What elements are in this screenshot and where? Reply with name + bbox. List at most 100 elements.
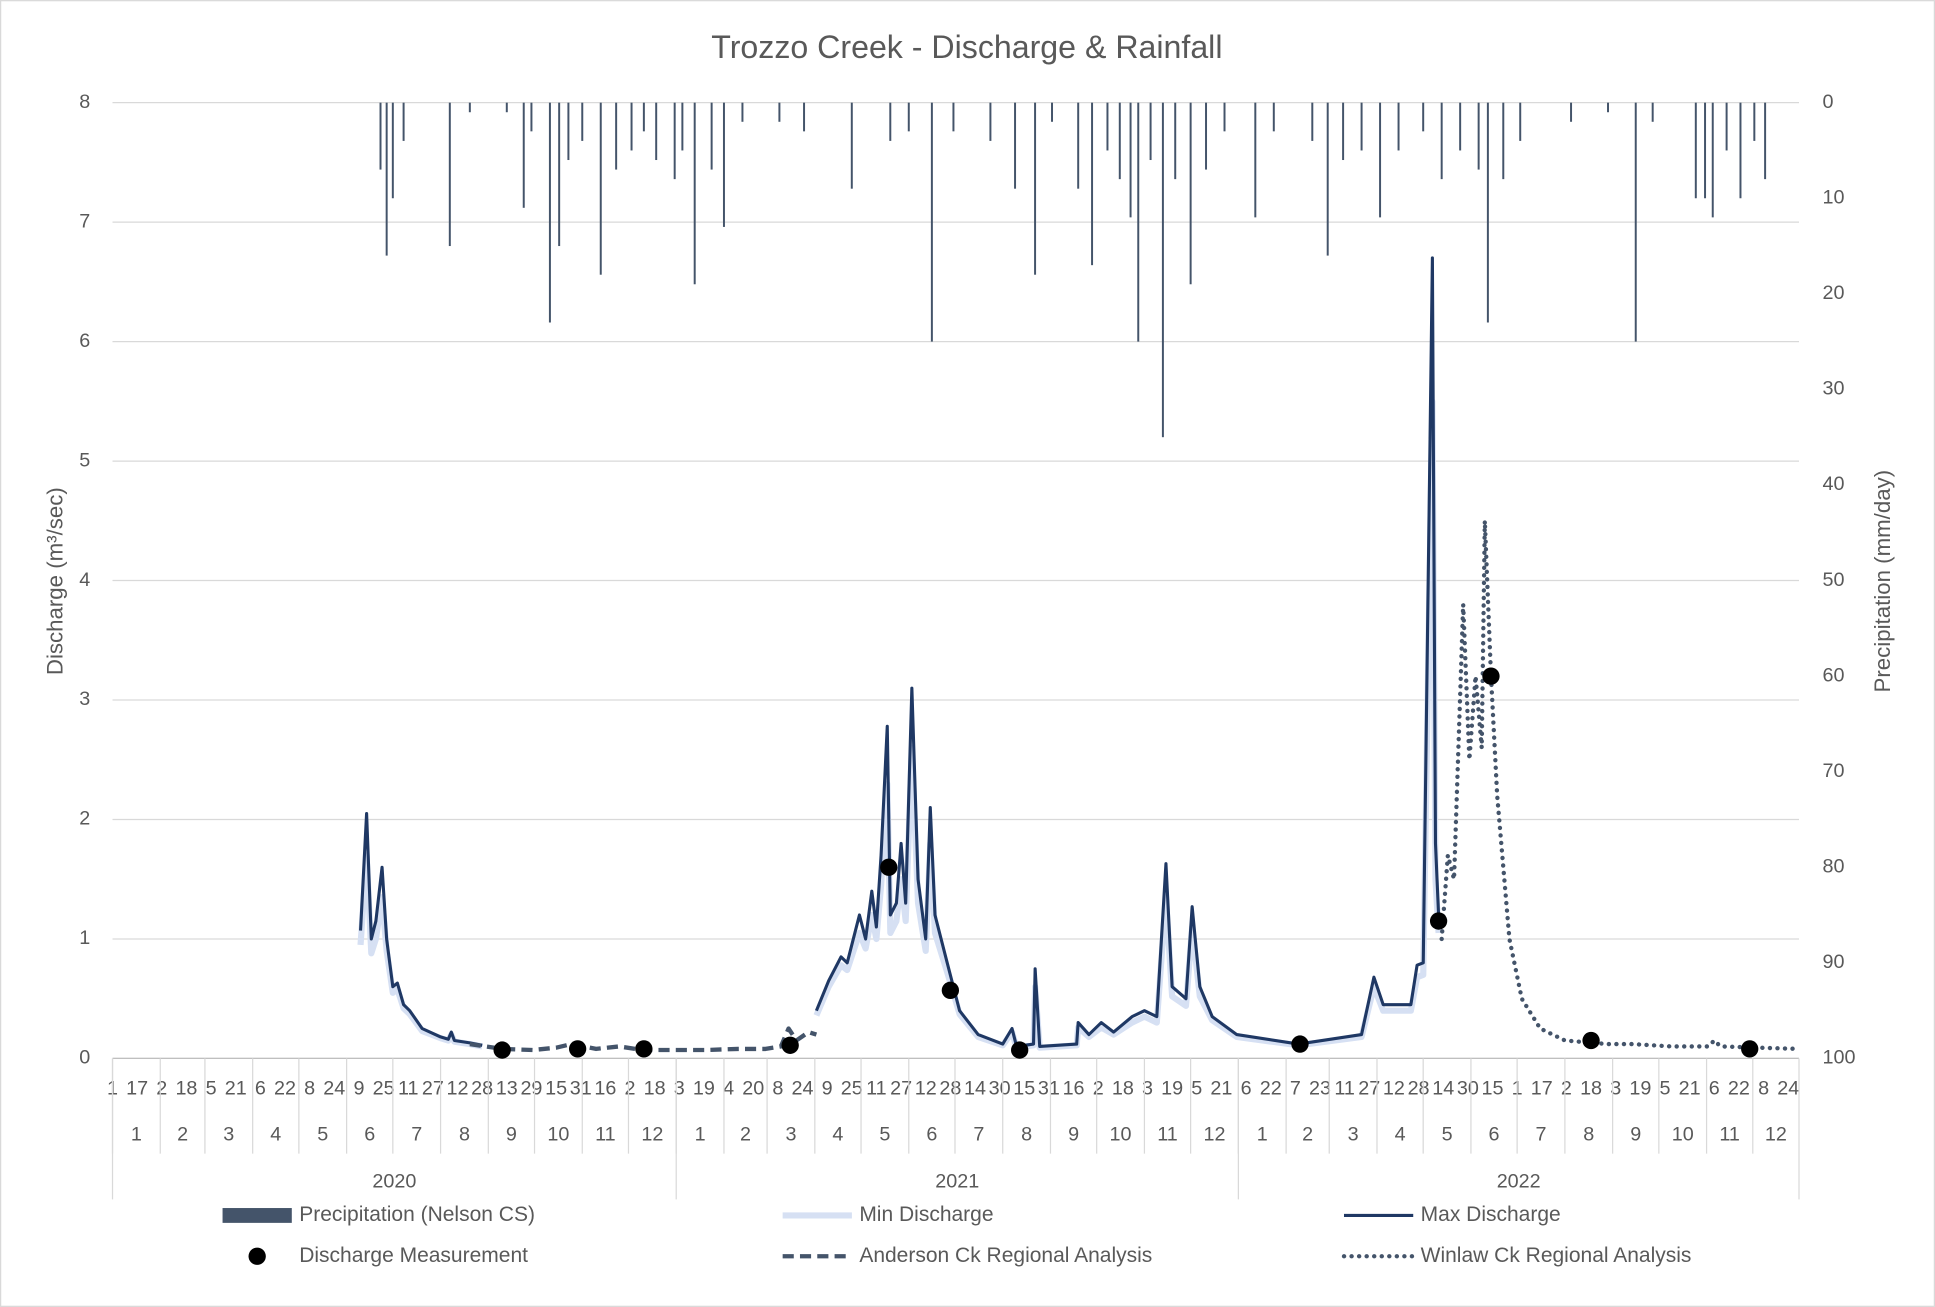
precipitation-bar: [907, 102, 910, 132]
month-label: 8: [459, 1123, 470, 1145]
precipitation-bar: [1189, 102, 1192, 285]
x-tick-label: 27: [1358, 1078, 1380, 1100]
month-label: 9: [506, 1123, 517, 1145]
precipitation-bar: [1118, 102, 1121, 180]
x-tick-label: 18: [175, 1078, 197, 1100]
month-label: 8: [1583, 1123, 1594, 1145]
month-label: 1: [131, 1123, 142, 1145]
precipitation-bar: [567, 102, 570, 161]
x-tick-label: 8: [304, 1078, 315, 1100]
x-tick-label: 30: [989, 1078, 1011, 1100]
y-tick-label: 4: [79, 569, 90, 591]
x-tick-label: 16: [594, 1078, 616, 1100]
x-tick-label: 30: [1457, 1078, 1479, 1100]
precipitation-bar: [630, 102, 633, 151]
measurement-point: [568, 1040, 587, 1058]
precipitation-bar: [1360, 102, 1363, 151]
precipitation-bar: [599, 102, 602, 275]
precipitation-bar: [722, 102, 725, 227]
y2-axis-title: Precipitation (mm/day): [1870, 470, 1895, 693]
precipitation-bar: [581, 102, 584, 141]
x-tick-label: 24: [792, 1078, 814, 1100]
month-label: 12: [641, 1123, 663, 1145]
precipitation-bar: [385, 102, 388, 256]
month-label: 1: [1257, 1123, 1268, 1145]
y2-tick-label: 80: [1822, 855, 1844, 877]
precipitation-bar: [1149, 102, 1152, 161]
precipitation-bar: [1014, 102, 1017, 189]
x-tick-label: 11: [866, 1078, 887, 1100]
y-tick-label: 0: [79, 1047, 90, 1069]
month-label: 2: [1302, 1123, 1313, 1145]
precipitation-bar: [1397, 102, 1400, 151]
x-tick-label: 5: [206, 1078, 217, 1100]
legend-swatch: [222, 1208, 292, 1223]
x-tick-label: 28: [1408, 1078, 1430, 1100]
y2-tick-label: 70: [1822, 760, 1844, 782]
measurement-point: [635, 1040, 653, 1058]
month-label: 5: [879, 1123, 890, 1145]
precipitation-bar: [558, 102, 561, 247]
precipitation-bar: [1711, 102, 1714, 218]
year-label: 2022: [1497, 1170, 1541, 1192]
measurement-point: [880, 858, 898, 876]
y2-tick-label: 20: [1822, 282, 1844, 304]
precipitation-bar: [681, 102, 684, 151]
month-label: 5: [317, 1123, 328, 1145]
month-label: 6: [926, 1123, 937, 1145]
legend-label: Max Discharge: [1421, 1203, 1561, 1226]
measurement-point: [493, 1041, 511, 1059]
x-tick-label: 22: [1260, 1078, 1282, 1100]
x-tick-label: 2: [156, 1078, 167, 1100]
precipitation-bar: [1051, 102, 1054, 122]
precipitation-bar: [1254, 102, 1257, 218]
x-tick-label: 3: [1142, 1078, 1153, 1100]
x-tick-label: 27: [422, 1078, 444, 1100]
precipitation-bar: [710, 102, 713, 170]
precipitation-bar: [1342, 102, 1345, 161]
precipitation-bar: [1634, 102, 1637, 342]
precipitation-bar: [803, 102, 806, 132]
x-tick-label: 11: [398, 1078, 419, 1100]
year-label: 2021: [935, 1170, 979, 1192]
y-tick-label: 5: [79, 449, 90, 471]
precipitation-bar: [1477, 102, 1480, 170]
precipitation-bar: [1311, 102, 1314, 141]
y2-tick-label: 60: [1822, 664, 1844, 686]
month-label: 6: [364, 1123, 375, 1145]
precipitation-bar: [1486, 102, 1489, 323]
precipitation-bar: [642, 102, 645, 132]
precipitation-bar: [1422, 102, 1425, 132]
x-tick-label: 9: [822, 1078, 833, 1100]
y-tick-label: 2: [79, 808, 90, 830]
x-tick-label: 4: [723, 1078, 734, 1100]
precipitation-bar: [468, 102, 471, 113]
month-label: 3: [785, 1123, 796, 1145]
year-label: 2020: [372, 1170, 416, 1192]
y2-tick-label: 30: [1822, 378, 1844, 400]
x-tick-label: 13: [496, 1078, 518, 1100]
precipitation-bar: [1223, 102, 1226, 132]
x-tick-label: 14: [1432, 1078, 1454, 1100]
precipitation-bar: [1205, 102, 1208, 170]
x-tick-label: 16: [1063, 1078, 1085, 1100]
month-label: 11: [595, 1123, 616, 1145]
x-tick-label: 8: [1758, 1078, 1769, 1100]
precipitation-bar: [952, 102, 955, 132]
month-label: 12: [1204, 1123, 1226, 1145]
precipitation-bar: [530, 102, 533, 132]
x-tick-label: 12: [447, 1078, 469, 1100]
discharge-line: [358, 256, 1441, 1048]
precipitation-bar: [1739, 102, 1742, 199]
month-label: 7: [411, 1123, 422, 1145]
x-tick-label: 21: [1210, 1078, 1232, 1100]
precipitation-bar: [448, 102, 451, 247]
measurement-point: [1429, 912, 1448, 930]
y2-tick-label: 10: [1822, 186, 1844, 208]
precipitation-bar: [1570, 102, 1573, 122]
y-axis-title: Discharge (m³/sec): [43, 487, 68, 675]
precipitation-bar: [548, 102, 551, 323]
month-label: 8: [1021, 1123, 1032, 1145]
x-tick-label: 18: [1580, 1078, 1602, 1100]
